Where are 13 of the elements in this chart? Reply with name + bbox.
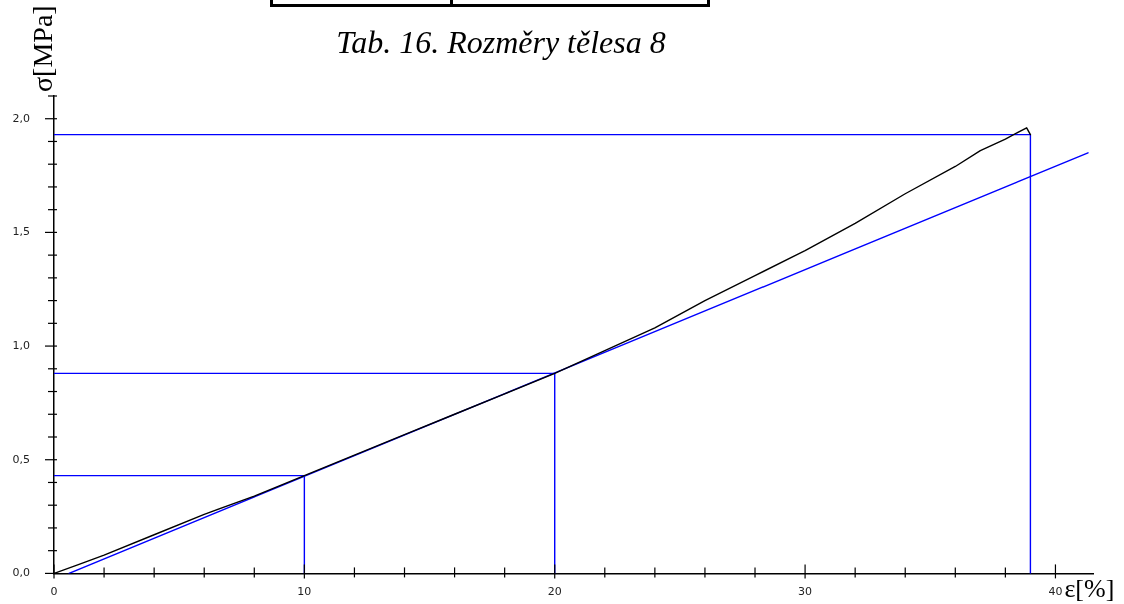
- x-tick-label: 0: [50, 584, 58, 598]
- x-axis-title: ε[%]: [1064, 574, 1115, 604]
- y-tick-label: 1,0: [12, 338, 30, 352]
- caption: Tab. 16. Rozměry tělesa 8: [336, 24, 666, 60]
- y-axis-title: σ[MPa]: [27, 5, 59, 92]
- x-tick-label: 30: [798, 584, 813, 598]
- x-tick-label: 40: [1048, 584, 1063, 598]
- y-tick-label: 1,5: [12, 225, 30, 239]
- y-tick-label: 0,0: [12, 566, 30, 580]
- x-tick-label: 10: [297, 584, 312, 598]
- x-tick-label: 20: [547, 584, 562, 598]
- y-tick-label: 0,5: [12, 452, 30, 466]
- y-tick-label: 2,0: [12, 111, 30, 125]
